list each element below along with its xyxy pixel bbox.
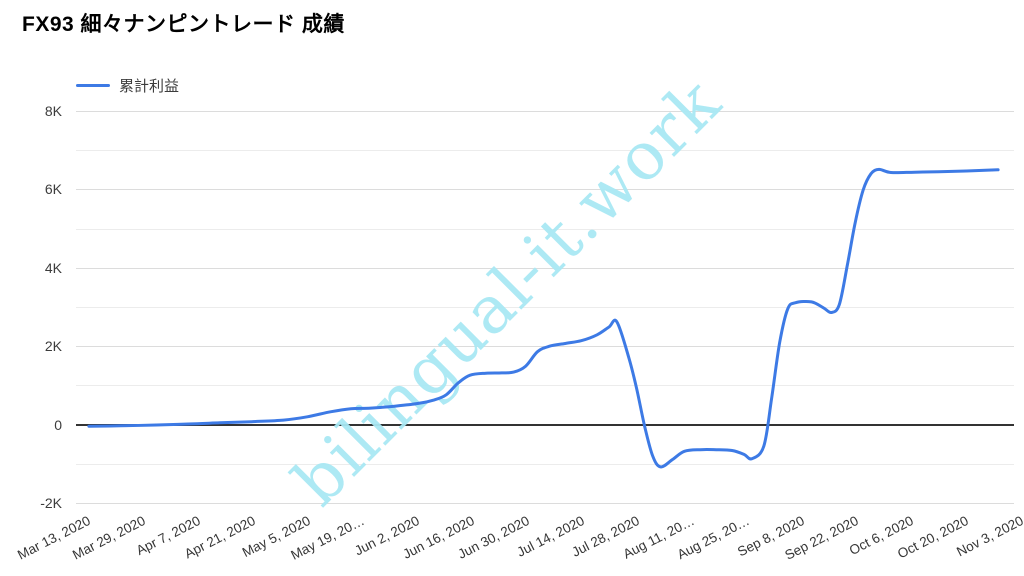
legend: 累計利益 (76, 76, 180, 95)
legend-line-swatch (76, 83, 110, 87)
y-axis-label: 8K (44, 103, 62, 119)
gridline (76, 503, 1014, 504)
y-axis-label: 4K (44, 259, 62, 276)
gridline (76, 307, 1014, 308)
legend-series-label: 累計利益 (119, 77, 180, 95)
y-axis-label: -2K (40, 495, 62, 511)
gridline (76, 111, 1014, 112)
y-axis-label: 6K (44, 181, 62, 198)
gridline (76, 267, 1014, 269)
gridline (76, 463, 1014, 465)
gridline (76, 150, 1014, 152)
y-axis-label: 0 (54, 416, 62, 433)
chart-title: FX93 細々ナンピントレード 成績 (22, 13, 345, 36)
gridline (76, 189, 1014, 191)
gridline (76, 228, 1014, 230)
y-axis-label: 2K (44, 338, 62, 355)
zero-baseline (76, 423, 1014, 426)
gridline (76, 385, 1014, 387)
cumulative-profit-line (87, 167, 1000, 469)
